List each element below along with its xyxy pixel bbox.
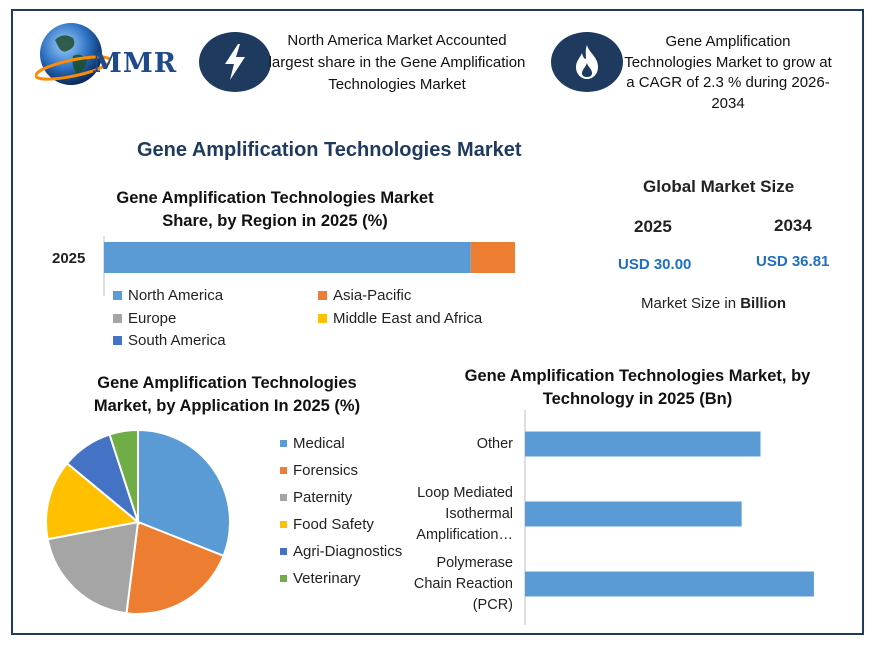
region-legend-item: Middle East and Africa <box>318 310 482 327</box>
legend-swatch <box>280 440 287 447</box>
pie-slice-medical <box>137 428 231 558</box>
legend-label: Medical <box>293 435 345 452</box>
legend-swatch <box>280 548 287 555</box>
region-year-label: 2025 <box>52 250 86 267</box>
banner-left-text: North America Market Accounted largest s… <box>268 32 526 93</box>
legend-label: Paternity <box>293 489 353 506</box>
flame-icon <box>576 45 598 79</box>
pie-legend-item: Forensics <box>280 462 358 479</box>
application-chart-title: Gene Amplification Technologies Market, … <box>93 374 361 415</box>
legend-swatch <box>113 314 122 323</box>
region-legend: North America Asia-Pacific Europe Middle Ea… <box>113 287 533 353</box>
region-stacked-chart <box>103 236 515 296</box>
technology-category-label: Loop Mediated Isothermal Amplification… <box>416 484 513 543</box>
legend-label: Forensics <box>293 462 359 479</box>
legend-swatch <box>318 314 327 323</box>
region-legend-item: Europe <box>113 310 176 327</box>
global-market-footer-unit: Billion <box>740 295 787 312</box>
legend-swatch <box>280 575 287 582</box>
region-legend-item: South America <box>113 332 226 349</box>
pie-legend-item: Veterinary <box>280 570 361 587</box>
region-chart-title: Gene Amplification Technologies Market S… <box>116 189 434 230</box>
pie-slice-veterinary <box>108 428 139 523</box>
technology-category-label: Polymerase Chain Reaction (PCR) <box>413 554 513 613</box>
legend-swatch <box>280 494 287 501</box>
infographic-frame <box>11 9 864 635</box>
global-market-footer: Market Size in Billion <box>641 295 786 312</box>
technology-chart-title: Gene Amplification Technologies Market, … <box>464 367 811 408</box>
legend-label: Veterinary <box>293 570 361 587</box>
global-market-value-2025: USD 30.00 <box>618 256 692 273</box>
region-bar-asia-pacific <box>470 242 515 273</box>
banner-right-text: Gene Amplification Technologies Market t… <box>624 33 832 112</box>
legend-label: Food Safety <box>293 516 374 533</box>
technology-bar <box>525 501 742 527</box>
global-market-title: Global Market Size <box>643 177 795 196</box>
global-market-value-2034: USD 36.81 <box>756 253 830 270</box>
globe-icon <box>35 23 110 85</box>
logo: MMR <box>30 16 190 96</box>
technology-bar <box>525 431 761 457</box>
legend-label: Agri-Diagnostics <box>293 543 403 560</box>
global-market-year-2025: 2025 <box>634 217 672 236</box>
application-pie-chart <box>45 428 231 615</box>
application-legend: Medical Forensics Paternity Food Safety Agri… <box>280 435 420 600</box>
legend-swatch <box>280 521 287 528</box>
pie-legend-item: Agri-Diagnostics <box>280 543 402 560</box>
global-market-year-2034: 2034 <box>774 216 812 235</box>
legend-label: Middle East and Africa <box>333 310 483 327</box>
legend-swatch <box>318 291 327 300</box>
legend-label: North America <box>128 287 224 304</box>
legend-label: South America <box>128 332 226 349</box>
technology-bar <box>525 571 814 597</box>
legend-label: Asia-Pacific <box>333 287 412 304</box>
legend-swatch <box>280 467 287 474</box>
legend-swatch <box>113 336 122 345</box>
technology-categories: Other Loop Mediated Isothermal Amplificatio… <box>385 410 513 625</box>
pie-legend-item: Food Safety <box>280 516 374 533</box>
lightning-icon <box>225 44 245 80</box>
pie-legend-item: Medical <box>280 435 345 452</box>
lightning-badge <box>199 32 271 92</box>
main-title: Gene Amplification Technologies Market <box>137 139 522 161</box>
pie-slice-forensics <box>125 520 225 615</box>
region-legend-item: Asia-Pacific <box>318 287 411 304</box>
region-legend-item: North America <box>113 287 223 304</box>
logo-text: MMR <box>92 48 178 79</box>
pie-slice-paternity <box>46 520 140 615</box>
pie-legend-item: Paternity <box>280 489 352 506</box>
technology-category-label: Other <box>476 435 513 452</box>
pie-slice-food-safety <box>45 461 141 541</box>
technology-bar-chart <box>524 410 814 625</box>
legend-swatch <box>113 291 122 300</box>
legend-label: Europe <box>128 310 177 327</box>
flame-badge <box>551 32 623 92</box>
global-market-footer-prefix: Market Size in <box>641 295 741 312</box>
region-bar-north-america <box>104 242 471 273</box>
